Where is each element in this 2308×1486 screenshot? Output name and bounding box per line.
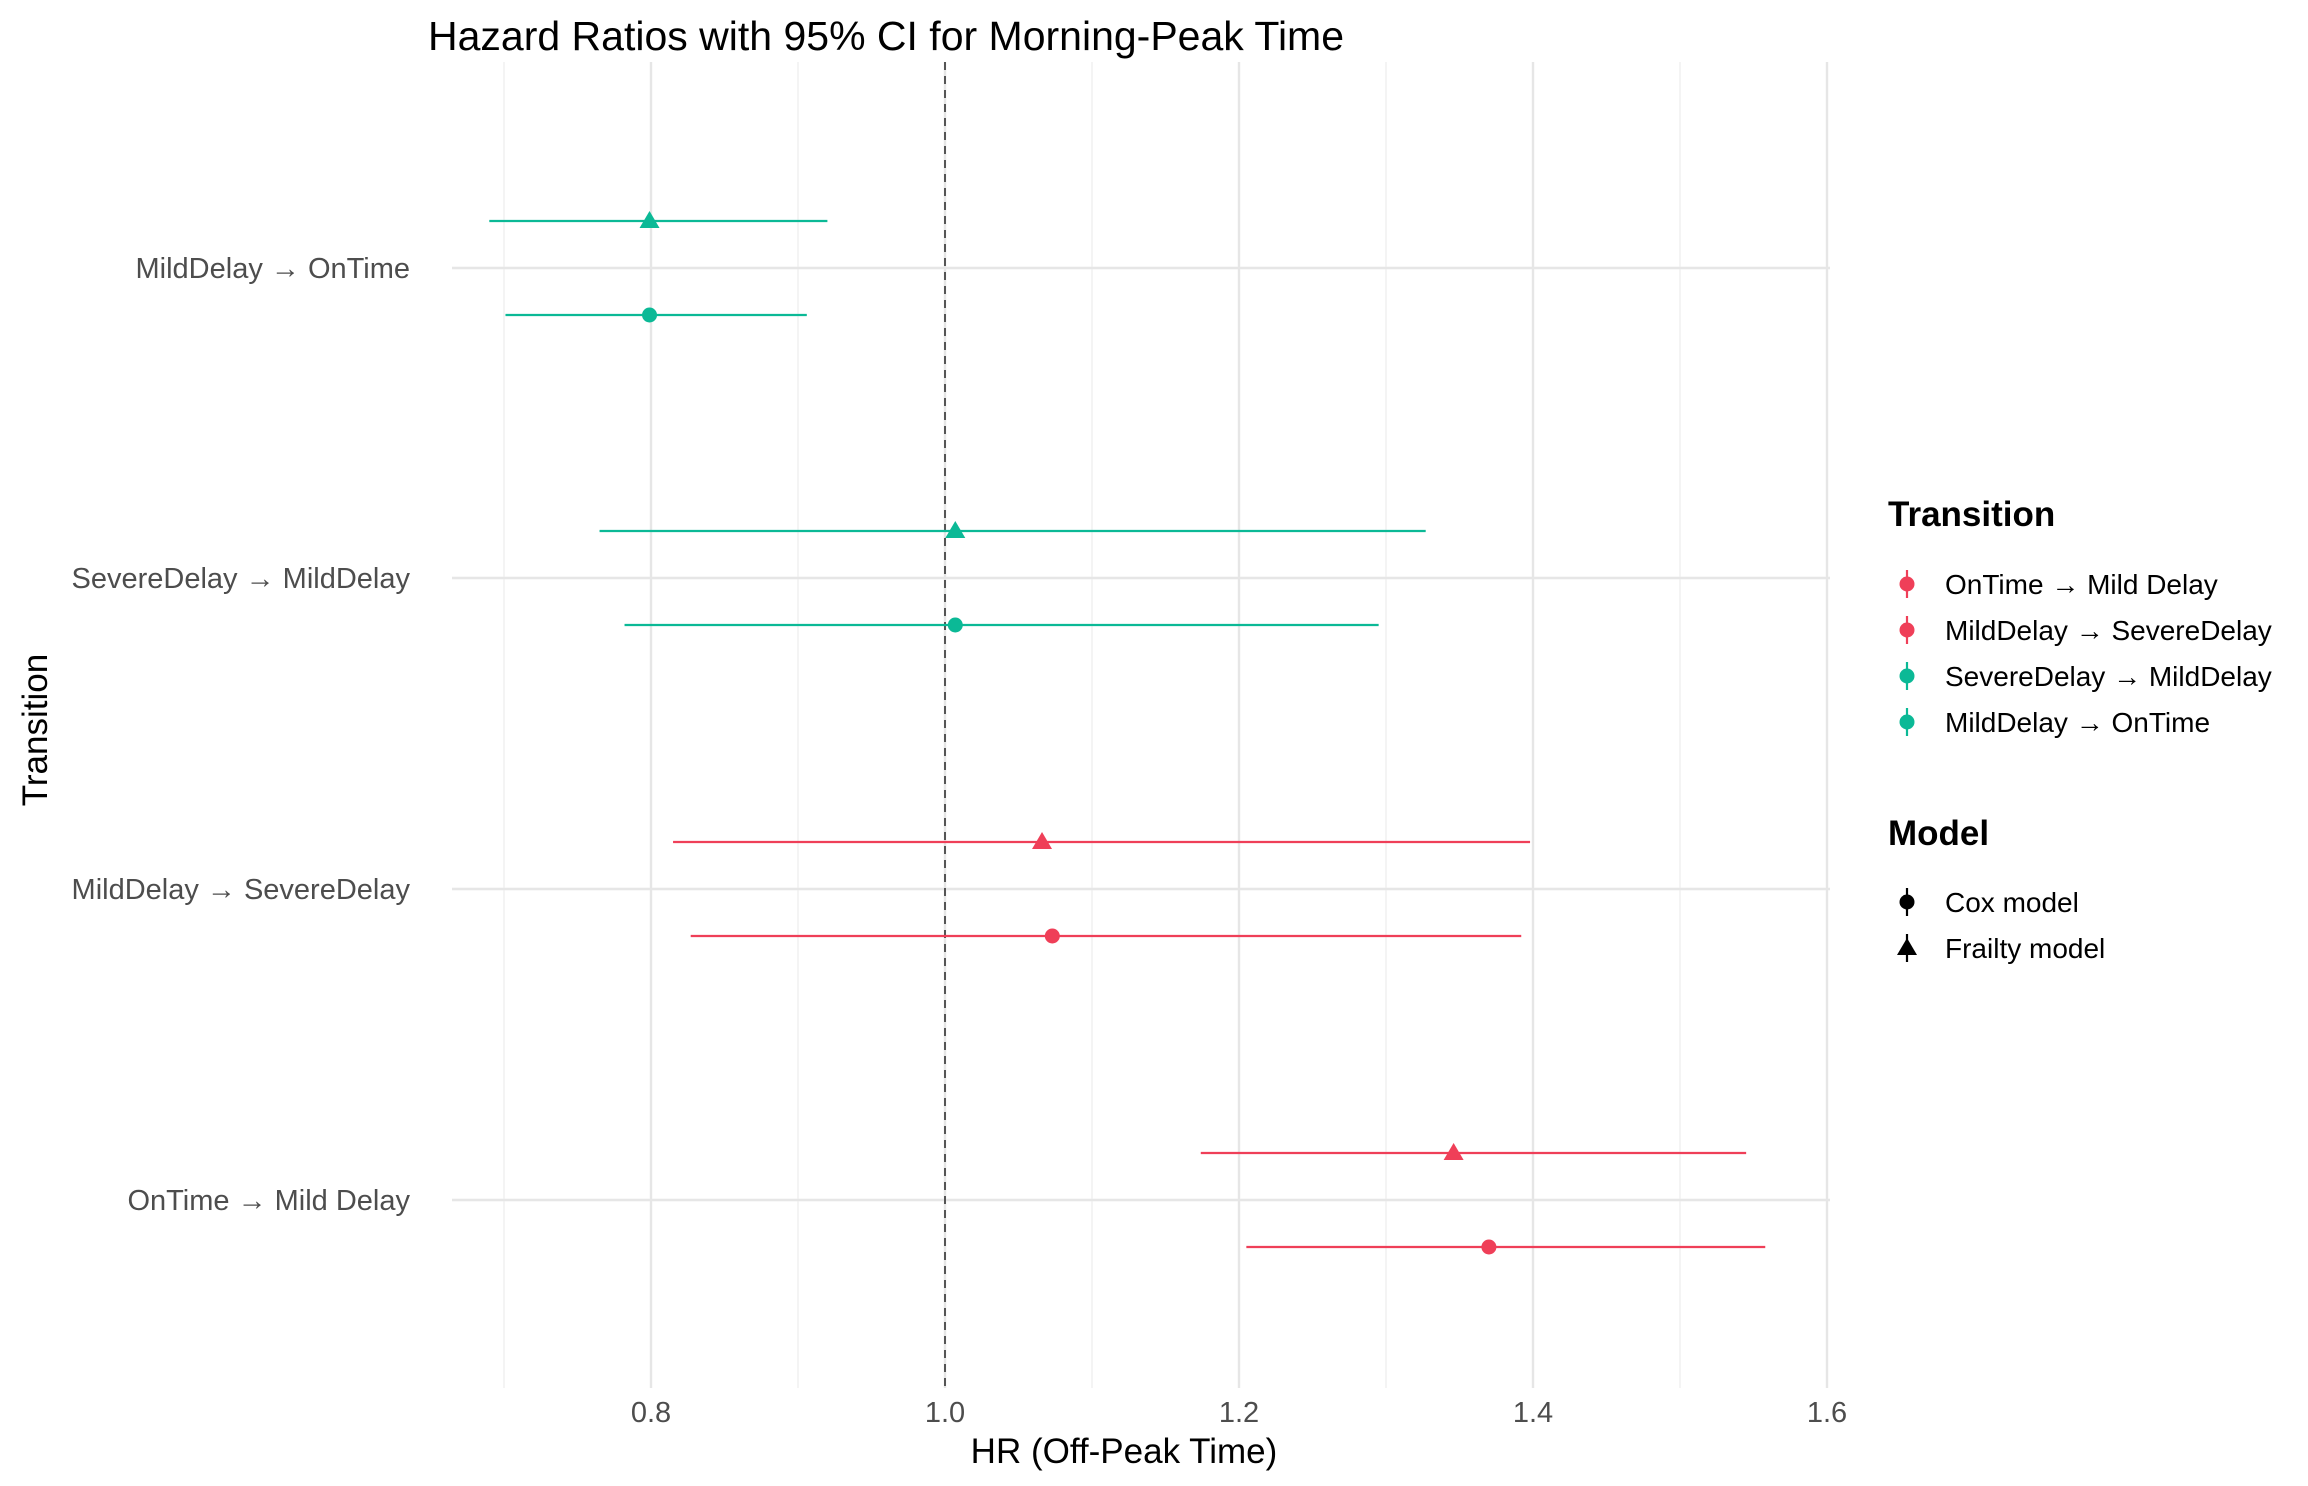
legend-label: OnTime → Mild Delay — [1945, 569, 2218, 600]
x-axis-title: HR (Off-Peak Time) — [971, 1432, 1278, 1471]
legend-label: Frailty model — [1945, 933, 2105, 964]
legend-label: Cox model — [1945, 887, 2079, 918]
legend-key-point — [1899, 576, 1915, 592]
cox-estimate-point — [947, 617, 963, 633]
legend-title-model: Model — [1888, 814, 1989, 853]
y-tick-label: MildDelay → OnTime — [136, 253, 410, 285]
x-tick-label: 1.0 — [925, 1397, 965, 1429]
legend: Transition OnTime → Mild Delay MildDelay →… — [1888, 495, 2272, 964]
legend-label: MildDelay → OnTime — [1945, 707, 2210, 738]
x-tick-label: 0.8 — [631, 1397, 671, 1429]
legend-key-point — [1899, 714, 1915, 730]
cox-estimate-point — [1044, 928, 1060, 944]
legend-key-triangle — [1897, 938, 1917, 955]
y-tick-label: SevereDelay → MildDelay — [72, 563, 411, 595]
cox-estimate-point — [1481, 1239, 1497, 1255]
frailty-estimate-point — [639, 211, 660, 228]
x-tick-label: 1.4 — [1513, 1397, 1553, 1429]
y-tick-label: OnTime → Mild Delay — [127, 1185, 410, 1217]
frailty-estimate-point — [1443, 1143, 1464, 1160]
legend-title-transition: Transition — [1888, 495, 2055, 534]
cox-estimate-point — [642, 307, 658, 323]
x-tick-labels: 0.8 1.0 1.2 1.4 1.6 — [631, 1397, 1847, 1429]
y-tick-labels: OnTime → Mild Delay MildDelay → SevereDel… — [72, 253, 411, 1217]
data-series — [489, 211, 1766, 1255]
legend-label: MildDelay → SevereDelay — [1945, 615, 2272, 646]
grid — [452, 62, 1830, 1388]
x-tick-label: 1.6 — [1807, 1397, 1847, 1429]
y-axis-title: Transition — [16, 654, 55, 806]
chart-title: Hazard Ratios with 95% CI for Morning-Pe… — [428, 13, 1344, 59]
frailty-estimate-point — [1032, 832, 1053, 849]
legend-key-point — [1899, 668, 1915, 684]
legend-label: SevereDelay → MildDelay — [1945, 661, 2272, 692]
frailty-estimate-point — [945, 521, 966, 538]
legend-key-circle — [1899, 894, 1915, 910]
legend-key-point — [1899, 622, 1915, 638]
y-tick-label: MildDelay → SevereDelay — [72, 874, 411, 906]
x-tick-label: 1.2 — [1219, 1397, 1259, 1429]
